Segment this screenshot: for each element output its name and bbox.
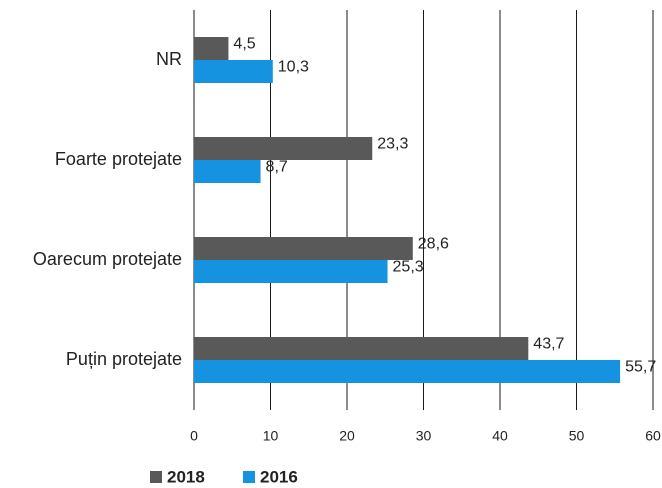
bar [194, 337, 529, 360]
bar [194, 360, 621, 383]
value-label: 43,7 [533, 336, 564, 353]
category-label: NR [156, 49, 182, 69]
x-tick-label: 30 [416, 428, 432, 444]
value-label: 4,5 [233, 36, 255, 53]
value-label: 55,7 [625, 359, 656, 376]
x-tick-label: 40 [492, 428, 508, 444]
bar [194, 137, 373, 160]
category-label: Puțin protejate [66, 349, 182, 369]
bar [194, 60, 273, 83]
x-tick-label: 0 [190, 428, 198, 444]
x-tick-label: 10 [263, 428, 279, 444]
x-tick-label: 50 [569, 428, 585, 444]
bar [194, 37, 229, 60]
value-label: 8,7 [266, 159, 288, 176]
category-label: Foarte protejate [55, 149, 182, 169]
value-label: 23,3 [377, 136, 408, 153]
x-tick-label: 20 [339, 428, 355, 444]
value-label: 10,3 [278, 59, 309, 76]
bar [194, 237, 413, 260]
legend-label: 2018 [167, 467, 205, 486]
legend-label: 2016 [260, 467, 298, 486]
category-label: Oarecum protejate [33, 249, 182, 269]
legend-swatch [150, 471, 162, 483]
value-label: 25,3 [393, 259, 424, 276]
bar [194, 160, 261, 183]
value-label: 28,6 [418, 236, 449, 253]
legend-swatch [243, 471, 255, 483]
x-tick-label: 60 [645, 428, 661, 444]
bar [194, 260, 388, 283]
